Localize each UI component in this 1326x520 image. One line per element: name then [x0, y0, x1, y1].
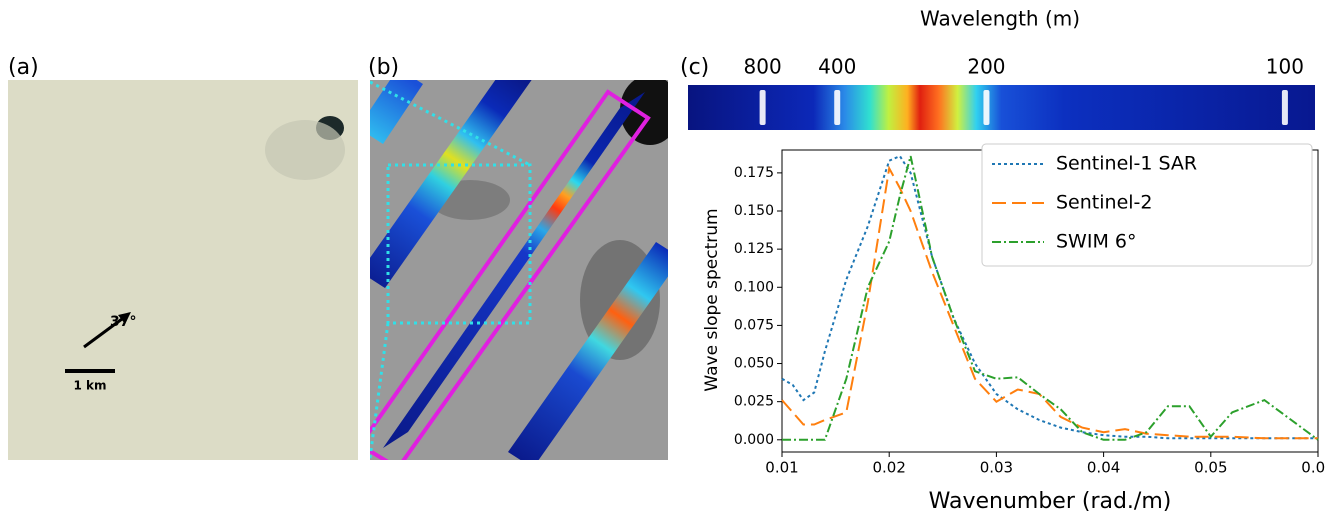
panel-label: (c): [680, 55, 709, 80]
series-line: [781, 154, 1318, 440]
stripe: [383, 92, 645, 448]
legend-label: Sentinel-2: [1056, 192, 1152, 214]
panel-label: (a): [8, 55, 39, 80]
scale-label: 1 km: [73, 379, 106, 393]
series-line: [781, 165, 1318, 440]
y-tick-label: 0.075: [734, 317, 774, 333]
y-tick-label: 0.125: [734, 241, 774, 257]
x-axis-label: Wavenumber (rad./m): [929, 489, 1172, 514]
legend-label: SWIM 6°: [1056, 231, 1136, 253]
strip-tick: [759, 90, 766, 125]
zoom-line: [370, 80, 531, 167]
y-tick-label: 0.025: [734, 394, 774, 410]
zoom-box: [386, 163, 532, 325]
x-tick-label: 0.04: [1087, 459, 1120, 477]
stripe: [508, 242, 668, 460]
top-tick-label: 400: [818, 55, 856, 79]
arrow-head: [118, 312, 131, 324]
arrow-angle: 37°: [110, 314, 136, 330]
x-tick-label: 0.03: [980, 459, 1013, 477]
legend-box: [981, 143, 1313, 267]
panel-label: (b): [368, 55, 399, 80]
y-tick-label: 0.175: [734, 165, 774, 181]
top-axis-label: Wavelength (m): [920, 7, 1080, 31]
dark-patch: [620, 80, 668, 145]
y-tick-label: 0.150: [734, 203, 774, 219]
y-tick-label: 0.000: [734, 432, 774, 448]
strip-tick: [834, 90, 841, 125]
stripe: [370, 80, 532, 288]
x-tick-label: 0.06: [1301, 459, 1326, 477]
top-tick-label: 200: [967, 55, 1005, 79]
selection-box: [370, 89, 651, 460]
strip-tick: [1281, 90, 1288, 125]
x-tick-label: 0.01: [765, 459, 798, 477]
top-tick-label: 800: [744, 55, 782, 79]
y-axis-label: Wave slope spectrum: [702, 208, 722, 391]
series-line: [782, 155, 1319, 441]
arrow: [83, 314, 127, 349]
x-tick-label: 0.02: [872, 459, 905, 477]
spectrum-strip: [688, 85, 1315, 130]
zoom-line: [370, 322, 390, 459]
y-tick-label: 0.100: [734, 279, 774, 295]
x-tick-label: 0.05: [1194, 459, 1227, 477]
stripe: [370, 80, 423, 144]
y-tick-label: 0.050: [734, 356, 774, 372]
top-tick-label: 100: [1266, 55, 1304, 79]
strip-tick: [983, 90, 990, 125]
ice-patch: [265, 120, 345, 180]
legend-label: Sentinel-1 SAR: [1056, 153, 1197, 175]
